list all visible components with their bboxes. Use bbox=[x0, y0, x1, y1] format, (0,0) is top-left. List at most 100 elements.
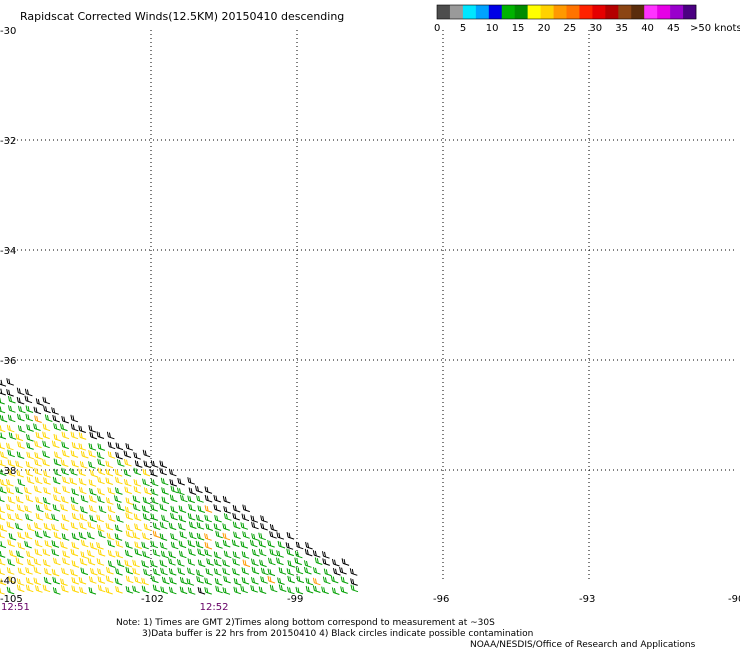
wind-barb bbox=[42, 440, 50, 449]
wind-barb bbox=[150, 469, 158, 477]
wind-barb bbox=[78, 576, 87, 585]
wind-barb bbox=[133, 479, 142, 487]
wind-barb bbox=[339, 566, 347, 575]
wind-barb bbox=[89, 505, 97, 513]
wind-barb bbox=[223, 550, 232, 559]
wind-barb bbox=[107, 560, 116, 568]
wind-barb bbox=[150, 513, 159, 521]
wind-barb bbox=[242, 531, 250, 539]
legend-label: 35 bbox=[615, 23, 628, 34]
wind-barb bbox=[87, 531, 95, 540]
wind-barb bbox=[43, 530, 51, 539]
wind-barb bbox=[305, 577, 314, 586]
legend-swatch bbox=[605, 5, 619, 19]
wind-barb bbox=[242, 559, 251, 568]
wind-barb bbox=[79, 461, 88, 469]
wind-barb bbox=[96, 542, 104, 550]
wind-barb bbox=[88, 450, 96, 458]
note-line-1: Note: 1) Times are GMT 2)Times along bot… bbox=[116, 618, 495, 628]
wind-barb bbox=[123, 478, 132, 487]
wind-barb bbox=[80, 495, 89, 503]
wind-barb bbox=[125, 530, 134, 539]
wind-barb bbox=[142, 550, 150, 559]
wind-barb bbox=[98, 530, 106, 539]
wind-barb bbox=[115, 568, 123, 576]
wind-barb bbox=[197, 548, 205, 557]
wind-barb bbox=[125, 497, 134, 505]
wind-barb bbox=[269, 548, 278, 557]
wind-barb bbox=[278, 567, 287, 575]
wind-barb bbox=[150, 488, 159, 496]
wind-barb bbox=[204, 549, 212, 557]
credit-line: NOAA/NESDIS/Office of Research and Appli… bbox=[470, 640, 696, 650]
wind-barb bbox=[295, 541, 304, 550]
legend-swatch bbox=[527, 5, 541, 19]
wind-barb bbox=[125, 586, 134, 594]
legend-label: 10 bbox=[486, 23, 499, 34]
wind-barb bbox=[278, 584, 287, 592]
wind-barb bbox=[97, 476, 105, 485]
wind-barb bbox=[26, 523, 35, 532]
wind-barb bbox=[34, 539, 43, 548]
wind-barb bbox=[187, 512, 196, 521]
wind-barb bbox=[251, 577, 259, 585]
wind-barb bbox=[232, 521, 241, 530]
legend-label: 20 bbox=[538, 23, 551, 34]
wind-barb bbox=[258, 540, 267, 548]
wind-barb bbox=[305, 585, 314, 594]
wind-barb bbox=[26, 451, 34, 460]
wind-barb bbox=[169, 479, 178, 487]
wind-barb bbox=[71, 488, 80, 496]
wind-barb bbox=[242, 504, 250, 513]
wind-barb bbox=[88, 425, 97, 433]
wind-barb bbox=[17, 531, 26, 540]
wind-barb bbox=[52, 476, 61, 485]
wind-barb bbox=[233, 531, 241, 540]
wind-barb bbox=[6, 424, 15, 433]
wind-barb bbox=[132, 585, 140, 594]
wind-barb bbox=[143, 487, 152, 495]
wind-barb bbox=[15, 522, 23, 531]
wind-barb bbox=[70, 450, 79, 458]
wind-barb bbox=[197, 505, 206, 513]
wind-barb bbox=[251, 566, 260, 575]
wind-barb bbox=[51, 540, 60, 548]
wind-barb bbox=[42, 458, 50, 467]
legend-label: 45 bbox=[667, 23, 680, 34]
wind-barb bbox=[7, 496, 16, 504]
wind-barb bbox=[25, 413, 34, 422]
wind-barb bbox=[80, 567, 89, 576]
wind-barb bbox=[133, 486, 142, 494]
wind-barb bbox=[341, 558, 350, 566]
wind-barb bbox=[43, 477, 51, 485]
wind-barb bbox=[34, 530, 43, 539]
wind-barb bbox=[8, 532, 17, 541]
wind-barb bbox=[241, 551, 250, 559]
wind-barb bbox=[44, 414, 53, 422]
wind-barb bbox=[323, 568, 332, 577]
wind-barb bbox=[53, 557, 61, 566]
wind-barb bbox=[124, 549, 133, 558]
wind-barb bbox=[25, 469, 34, 477]
wind-barb bbox=[78, 468, 86, 477]
wind-barb bbox=[159, 521, 168, 530]
wind-barb bbox=[134, 576, 142, 584]
wind-barb bbox=[187, 567, 195, 576]
wind-barb bbox=[51, 523, 59, 532]
wind-barb bbox=[214, 578, 223, 586]
wind-barb bbox=[133, 467, 142, 476]
wind-barb bbox=[89, 514, 97, 523]
wind-barb bbox=[322, 576, 331, 585]
wind-barb bbox=[25, 405, 34, 413]
wind-barb bbox=[179, 586, 188, 595]
legend-swatch bbox=[540, 5, 554, 19]
wind-barb bbox=[105, 575, 114, 583]
wind-barb bbox=[71, 560, 80, 568]
wind-barb bbox=[0, 551, 6, 558]
wind-barb bbox=[178, 514, 187, 523]
wind-barb bbox=[188, 487, 197, 495]
wind-barb bbox=[44, 540, 53, 548]
wind-barb bbox=[124, 506, 133, 514]
wind-barb bbox=[87, 521, 96, 530]
wind-barb bbox=[141, 585, 150, 594]
